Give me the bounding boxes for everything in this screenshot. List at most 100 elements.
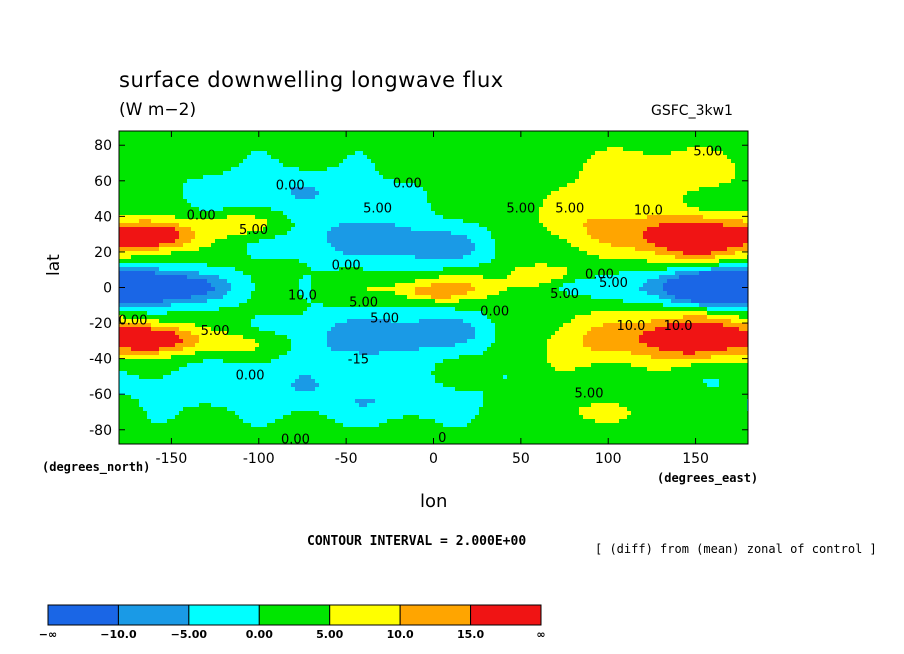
heatmap-cell xyxy=(579,191,584,196)
heatmap-cell xyxy=(263,239,268,244)
heatmap-cell xyxy=(311,231,316,236)
heatmap-cell xyxy=(259,175,264,180)
heatmap-cell xyxy=(195,235,200,240)
heatmap-cell xyxy=(487,211,492,216)
heatmap-cell xyxy=(151,207,156,212)
heatmap-cell xyxy=(355,235,360,240)
heatmap-cell xyxy=(635,179,640,184)
heatmap-cell xyxy=(135,191,140,196)
heatmap-cell xyxy=(719,159,724,164)
heatmap-cell xyxy=(611,227,616,232)
heatmap-cell xyxy=(167,187,172,192)
heatmap-cell xyxy=(299,171,304,176)
heatmap-cell xyxy=(479,147,484,152)
heatmap-cell xyxy=(659,219,664,224)
heatmap-cell xyxy=(695,167,700,172)
heatmap-cell xyxy=(315,223,320,228)
heatmap-cell xyxy=(507,143,512,148)
heatmap-cell xyxy=(351,231,356,236)
heatmap-cell xyxy=(147,131,152,136)
heatmap-cell xyxy=(719,179,724,184)
heatmap-cell xyxy=(255,243,260,248)
heatmap-cell xyxy=(211,223,216,228)
heatmap-cell xyxy=(559,171,564,176)
heatmap-cell xyxy=(207,207,212,212)
heatmap-cell xyxy=(607,159,612,164)
heatmap-cell xyxy=(383,199,388,204)
heatmap-cell xyxy=(487,227,492,232)
heatmap-cell xyxy=(719,215,724,220)
heatmap-cell xyxy=(243,171,248,176)
heatmap-cell xyxy=(467,171,472,176)
heatmap-cell xyxy=(351,215,356,220)
heatmap-cell xyxy=(199,131,204,136)
heatmap-cell xyxy=(447,215,452,220)
heatmap-cell xyxy=(347,191,352,196)
heatmap-cell xyxy=(143,215,148,220)
heatmap-cell xyxy=(251,227,256,232)
heatmap-cell xyxy=(243,215,248,220)
heatmap-cell xyxy=(147,235,152,240)
heatmap-cell xyxy=(563,219,568,224)
heatmap-cell xyxy=(559,227,564,232)
heatmap-cell xyxy=(371,179,376,184)
heatmap-cell xyxy=(635,251,640,256)
contour-interval: CONTOUR INTERVAL = 2.000E+00 xyxy=(307,534,527,549)
heatmap-cell xyxy=(319,243,324,248)
heatmap-cell xyxy=(711,199,716,204)
heatmap-cell xyxy=(291,159,296,164)
heatmap-cell xyxy=(431,231,436,236)
heatmap-cell xyxy=(543,215,548,220)
heatmap-cell xyxy=(407,159,412,164)
heatmap-cell xyxy=(199,195,204,200)
heatmap-cell xyxy=(399,219,404,224)
heatmap-cell xyxy=(123,247,128,252)
heatmap-cell xyxy=(123,235,128,240)
heatmap-cell xyxy=(531,167,536,172)
heatmap-cell xyxy=(355,143,360,148)
heatmap-cell xyxy=(595,147,600,152)
heatmap-cell xyxy=(211,131,216,136)
heatmap-cell xyxy=(335,199,340,204)
heatmap-cell xyxy=(459,147,464,152)
heatmap-cell xyxy=(323,211,328,216)
heatmap-cell xyxy=(447,195,452,200)
heatmap-cell xyxy=(171,131,176,136)
heatmap-cell xyxy=(271,195,276,200)
heatmap-cell xyxy=(407,179,412,184)
heatmap-cell xyxy=(251,155,256,160)
heatmap-cell xyxy=(299,223,304,228)
heatmap-cell xyxy=(679,215,684,220)
heatmap-cell xyxy=(155,131,160,136)
heatmap-cell xyxy=(415,155,420,160)
heatmap-cell xyxy=(623,171,628,176)
heatmap-cell xyxy=(219,155,224,160)
heatmap-cell xyxy=(423,227,428,232)
heatmap-cell xyxy=(163,211,168,216)
heatmap-cell xyxy=(703,187,708,192)
heatmap-cell xyxy=(363,179,368,184)
heatmap-cell xyxy=(535,135,540,140)
heatmap-cell xyxy=(575,135,580,140)
heatmap-cell xyxy=(247,195,252,200)
heatmap-cell xyxy=(443,139,448,144)
heatmap-cell xyxy=(599,243,604,248)
heatmap-cell xyxy=(555,187,560,192)
heatmap-cell xyxy=(471,139,476,144)
heatmap-cell xyxy=(583,247,588,252)
heatmap-cell xyxy=(643,139,648,144)
heatmap-cell xyxy=(435,183,440,188)
heatmap-cell xyxy=(403,251,408,256)
heatmap-cell xyxy=(415,171,420,176)
heatmap-cell xyxy=(183,239,188,244)
heatmap-cell xyxy=(735,187,740,192)
heatmap-cell xyxy=(211,179,216,184)
heatmap-cell xyxy=(619,167,624,172)
heatmap-cell xyxy=(411,231,416,236)
heatmap-cell xyxy=(123,199,128,204)
heatmap-cell xyxy=(243,255,248,260)
heatmap-cell xyxy=(639,171,644,176)
heatmap-cell xyxy=(119,223,124,228)
heatmap-cell xyxy=(199,155,204,160)
heatmap-cell xyxy=(451,243,456,248)
